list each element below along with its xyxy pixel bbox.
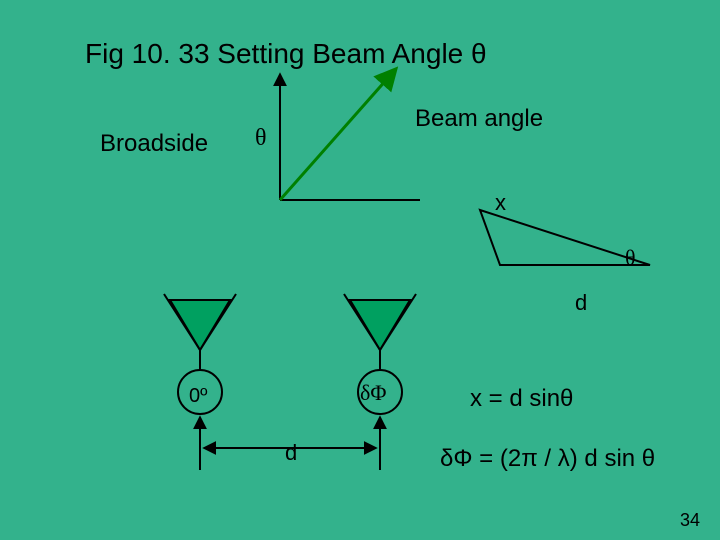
beam-angle-label: Beam angle <box>415 105 543 133</box>
equation-x: x = d sinθ <box>470 385 573 413</box>
figure-title: Fig 10. 33 Setting Beam Angle θ <box>85 38 487 70</box>
theta-triangle-label: θ <box>625 245 636 271</box>
delta-phi-label: δΦ <box>360 380 386 406</box>
equation-delta-phi: δΦ = (2π / λ) d sin θ <box>440 445 655 473</box>
d-triangle-label: d <box>575 290 587 316</box>
zero-deg-label: 0º <box>189 385 207 408</box>
page-number: 34 <box>680 510 700 531</box>
d-spacing-label: d <box>285 440 297 466</box>
theta-label: θ <box>255 125 267 152</box>
x-label: x <box>495 190 506 216</box>
broadside-label: Broadside <box>100 130 208 158</box>
